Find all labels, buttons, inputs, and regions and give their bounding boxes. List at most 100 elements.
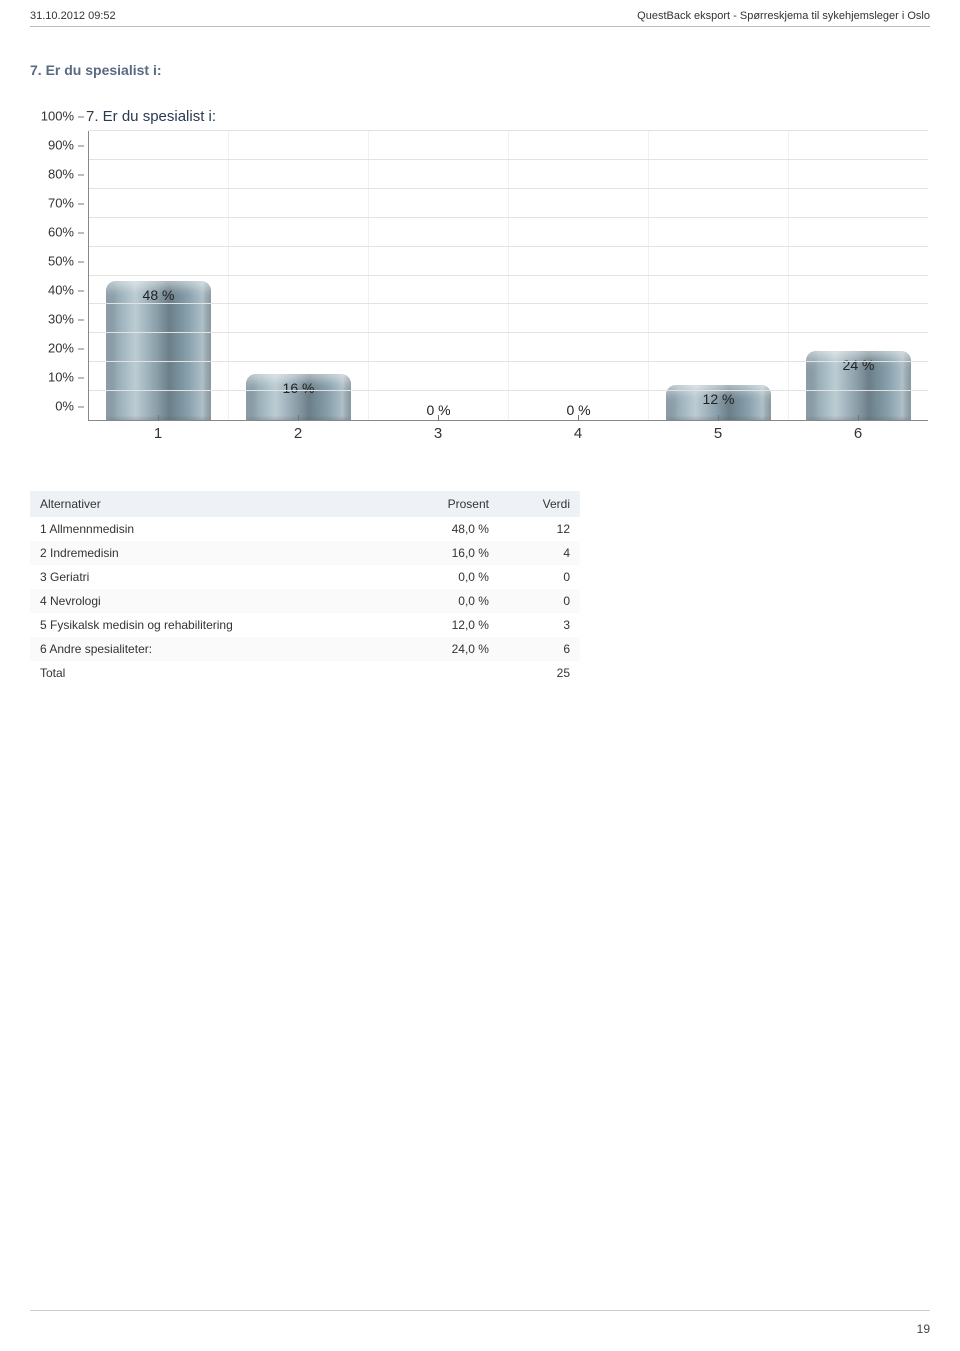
- table-row: 1 Allmennmedisin48,0 %12: [30, 517, 580, 541]
- y-tick-label: 70%: [48, 196, 74, 211]
- footer-divider: [30, 1310, 930, 1311]
- y-tick-mark: [78, 175, 84, 176]
- y-tick-label: 80%: [48, 167, 74, 182]
- bar-chart: 0%10%20%30%40%50%60%70%80%90%100% 48 %16…: [30, 131, 930, 451]
- y-tick-mark: [78, 233, 84, 234]
- grid-line: [89, 361, 928, 362]
- cell-prosent: [394, 661, 499, 685]
- cell-label: 3 Geriatri: [30, 565, 394, 589]
- grid-line: [89, 275, 928, 276]
- x-tick: 6: [788, 421, 928, 451]
- x-tick: 1: [88, 421, 228, 451]
- y-tick-mark: [78, 204, 84, 205]
- y-tick-mark: [78, 320, 84, 321]
- grid-line: [89, 390, 928, 391]
- table-row: Total25: [30, 661, 580, 685]
- bar-slot: 0 %: [369, 131, 509, 420]
- bar-slot: 24 %: [789, 131, 928, 420]
- y-tick: 20%: [30, 341, 84, 356]
- y-tick: 60%: [30, 225, 84, 240]
- y-axis: 0%10%20%30%40%50%60%70%80%90%100%: [30, 131, 88, 421]
- header-timestamp: 31.10.2012 09:52: [30, 10, 116, 22]
- y-tick-label: 20%: [48, 341, 74, 356]
- cell-verdi: 3: [499, 613, 580, 637]
- x-tick: 4: [508, 421, 648, 451]
- chart-plot-area: 48 %16 %0 %0 %12 %24 %: [88, 131, 928, 421]
- bar-value-label: 48 %: [89, 287, 228, 303]
- x-tick: 2: [228, 421, 368, 451]
- table-row: 4 Nevrologi0,0 %0: [30, 589, 580, 613]
- grid-line: [89, 130, 928, 131]
- y-tick-mark: [78, 117, 84, 118]
- bar-value-label: 24 %: [789, 357, 928, 373]
- y-tick-label: 30%: [48, 312, 74, 327]
- y-tick-mark: [78, 262, 84, 263]
- grid-line: [89, 188, 928, 189]
- y-tick-label: 100%: [41, 109, 74, 124]
- table-row: 2 Indremedisin16,0 %4: [30, 541, 580, 565]
- page-number: 19: [917, 1322, 930, 1336]
- cell-prosent: 24,0 %: [394, 637, 499, 661]
- y-tick-label: 60%: [48, 225, 74, 240]
- bar-value-label: 16 %: [229, 380, 368, 396]
- bar-slot: 0 %: [509, 131, 649, 420]
- table-row: 3 Geriatri0,0 %0: [30, 565, 580, 589]
- bar-value-label: 12 %: [649, 391, 788, 407]
- cell-label: Total: [30, 661, 394, 685]
- section-title: 7. Er du spesialist i:: [30, 62, 930, 78]
- bar-slot: 48 %: [89, 131, 229, 420]
- cell-label: 1 Allmennmedisin: [30, 517, 394, 541]
- cell-prosent: 12,0 %: [394, 613, 499, 637]
- col-prosent: Prosent: [394, 491, 499, 517]
- cell-verdi: 0: [499, 589, 580, 613]
- chart-title: 7. Er du spesialist i:: [86, 108, 930, 125]
- x-tick: 3: [368, 421, 508, 451]
- y-tick: 10%: [30, 370, 84, 385]
- y-tick-label: 90%: [48, 138, 74, 153]
- cell-label: 5 Fysikalsk medisin og rehabilitering: [30, 613, 394, 637]
- grid-line: [89, 332, 928, 333]
- y-tick-label: 50%: [48, 254, 74, 269]
- table-row: 6 Andre spesialiteter:24,0 %6: [30, 637, 580, 661]
- page: 31.10.2012 09:52 QuestBack eksport - Spø…: [0, 0, 960, 1351]
- x-tick: 5: [648, 421, 788, 451]
- col-verdi: Verdi: [499, 491, 580, 517]
- cell-prosent: 0,0 %: [394, 589, 499, 613]
- y-tick-mark: [78, 291, 84, 292]
- y-tick: 100%: [30, 109, 84, 124]
- cell-verdi: 4: [499, 541, 580, 565]
- data-table: Alternativer Prosent Verdi 1 Allmennmedi…: [30, 491, 580, 685]
- cell-prosent: 0,0 %: [394, 565, 499, 589]
- y-tick-label: 10%: [48, 370, 74, 385]
- y-tick-mark: [78, 407, 84, 408]
- y-tick-mark: [78, 146, 84, 147]
- y-tick-label: 40%: [48, 283, 74, 298]
- y-tick: 50%: [30, 254, 84, 269]
- y-tick: 80%: [30, 167, 84, 182]
- cell-verdi: 12: [499, 517, 580, 541]
- y-tick-mark: [78, 378, 84, 379]
- grid-line: [89, 303, 928, 304]
- y-tick: 30%: [30, 312, 84, 327]
- bar-slot: 12 %: [649, 131, 789, 420]
- table-header-row: Alternativer Prosent Verdi: [30, 491, 580, 517]
- cell-label: 2 Indremedisin: [30, 541, 394, 565]
- cell-prosent: 16,0 %: [394, 541, 499, 565]
- grid-line: [89, 246, 928, 247]
- cell-label: 4 Nevrologi: [30, 589, 394, 613]
- x-axis: 123456: [88, 421, 928, 451]
- cell-label: 6 Andre spesialiteter:: [30, 637, 394, 661]
- grid-line: [89, 159, 928, 160]
- cell-verdi: 0: [499, 565, 580, 589]
- y-tick: 0%: [30, 399, 84, 414]
- page-header: 31.10.2012 09:52 QuestBack eksport - Spø…: [30, 10, 930, 27]
- cell-prosent: 48,0 %: [394, 517, 499, 541]
- chart-bars: 48 %16 %0 %0 %12 %24 %: [89, 131, 928, 420]
- table-row: 5 Fysikalsk medisin og rehabilitering12,…: [30, 613, 580, 637]
- y-tick: 70%: [30, 196, 84, 211]
- y-tick-mark: [78, 349, 84, 350]
- y-tick-label: 0%: [55, 399, 74, 414]
- grid-line: [89, 217, 928, 218]
- header-source: QuestBack eksport - Spørreskjema til syk…: [637, 10, 930, 22]
- y-tick: 90%: [30, 138, 84, 153]
